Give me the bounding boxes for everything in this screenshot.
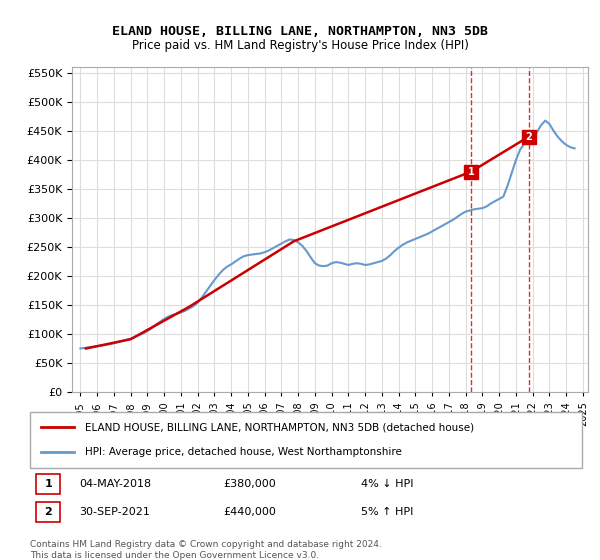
FancyBboxPatch shape: [35, 502, 61, 522]
Text: ELAND HOUSE, BILLING LANE, NORTHAMPTON, NN3 5DB (detached house): ELAND HOUSE, BILLING LANE, NORTHAMPTON, …: [85, 422, 475, 432]
FancyBboxPatch shape: [35, 474, 61, 494]
Text: 1: 1: [468, 167, 475, 176]
Text: Price paid vs. HM Land Registry's House Price Index (HPI): Price paid vs. HM Land Registry's House …: [131, 39, 469, 52]
Text: 1: 1: [44, 479, 52, 489]
Text: Contains HM Land Registry data © Crown copyright and database right 2024.
This d: Contains HM Land Registry data © Crown c…: [30, 540, 382, 560]
Text: 2: 2: [44, 507, 52, 517]
Text: £440,000: £440,000: [223, 507, 276, 517]
Text: 30-SEP-2021: 30-SEP-2021: [80, 507, 151, 517]
Text: 04-MAY-2018: 04-MAY-2018: [80, 479, 152, 489]
Text: HPI: Average price, detached house, West Northamptonshire: HPI: Average price, detached house, West…: [85, 447, 402, 457]
Text: ELAND HOUSE, BILLING LANE, NORTHAMPTON, NN3 5DB: ELAND HOUSE, BILLING LANE, NORTHAMPTON, …: [112, 25, 488, 38]
Text: £380,000: £380,000: [223, 479, 276, 489]
Text: 5% ↑ HPI: 5% ↑ HPI: [361, 507, 413, 517]
Text: 4% ↓ HPI: 4% ↓ HPI: [361, 479, 414, 489]
FancyBboxPatch shape: [30, 412, 582, 468]
Text: 2: 2: [525, 132, 532, 142]
